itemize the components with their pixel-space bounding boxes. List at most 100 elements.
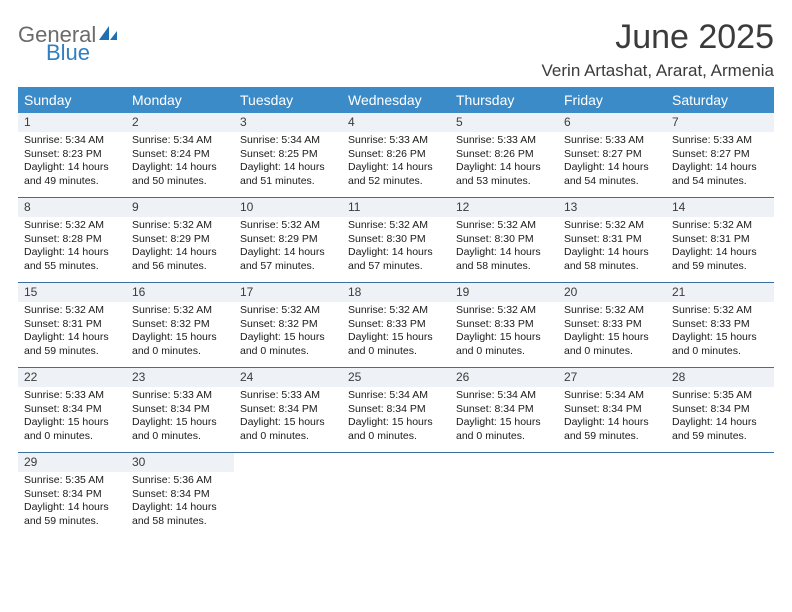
day-number: 3 [234, 113, 342, 132]
logo: General Blue [18, 18, 119, 64]
calendar-cell [234, 453, 342, 537]
calendar-cell: 2Sunrise: 5:34 AMSunset: 8:24 PMDaylight… [126, 113, 234, 197]
sunrise-line: Sunrise: 5:32 AM [24, 219, 120, 232]
calendar-cell: 23Sunrise: 5:33 AMSunset: 8:34 PMDayligh… [126, 368, 234, 452]
sunrise-line: Sunrise: 5:32 AM [564, 219, 660, 232]
day-number: 28 [666, 368, 774, 387]
daylight-line: Daylight: 14 hours and 59 minutes. [564, 416, 660, 443]
daylight-line: Daylight: 14 hours and 52 minutes. [348, 161, 444, 188]
day-number: 1 [18, 113, 126, 132]
daylight-line: Daylight: 15 hours and 0 minutes. [132, 331, 228, 358]
daylight-line: Daylight: 14 hours and 50 minutes. [132, 161, 228, 188]
day-number: 19 [450, 283, 558, 302]
daylight-line: Daylight: 14 hours and 57 minutes. [240, 246, 336, 273]
calendar-cell: 4Sunrise: 5:33 AMSunset: 8:26 PMDaylight… [342, 113, 450, 197]
day-number: 20 [558, 283, 666, 302]
day-number: 15 [18, 283, 126, 302]
day-number: 25 [342, 368, 450, 387]
sunrise-line: Sunrise: 5:32 AM [132, 304, 228, 317]
daylight-line: Daylight: 14 hours and 59 minutes. [24, 331, 120, 358]
sunset-line: Sunset: 8:23 PM [24, 148, 120, 161]
day-header-wed: Wednesday [342, 87, 450, 113]
calendar-cell: 15Sunrise: 5:32 AMSunset: 8:31 PMDayligh… [18, 283, 126, 367]
sunrise-line: Sunrise: 5:32 AM [456, 219, 552, 232]
sunset-line: Sunset: 8:34 PM [132, 403, 228, 416]
daylight-line: Daylight: 14 hours and 55 minutes. [24, 246, 120, 273]
sunrise-line: Sunrise: 5:35 AM [672, 389, 768, 402]
daylight-line: Daylight: 14 hours and 56 minutes. [132, 246, 228, 273]
calendar-cell [450, 453, 558, 537]
day-header-sat: Saturday [666, 87, 774, 113]
daylight-line: Daylight: 15 hours and 0 minutes. [564, 331, 660, 358]
daylight-line: Daylight: 15 hours and 0 minutes. [456, 331, 552, 358]
header: General Blue June 2025 Verin Artashat, A… [18, 18, 774, 81]
sunset-line: Sunset: 8:33 PM [456, 318, 552, 331]
calendar-cell: 8 Sunrise: 5:32 AMSunset: 8:28 PMDaylight… [18, 198, 126, 282]
daylight-line: Daylight: 14 hours and 59 minutes. [672, 416, 768, 443]
day-number: 22 [18, 368, 126, 387]
sunrise-line: Sunrise: 5:34 AM [132, 134, 228, 147]
daylight-line: Daylight: 15 hours and 0 minutes. [240, 416, 336, 443]
calendar-cell: 11Sunrise: 5:32 AMSunset: 8:30 PMDayligh… [342, 198, 450, 282]
daylight-line: Daylight: 15 hours and 0 minutes. [240, 331, 336, 358]
sunrise-line: Sunrise: 5:32 AM [672, 304, 768, 317]
sunset-line: Sunset: 8:33 PM [348, 318, 444, 331]
sunset-line: Sunset: 8:27 PM [564, 148, 660, 161]
calendar-cell: 26Sunrise: 5:34 AMSunset: 8:34 PMDayligh… [450, 368, 558, 452]
sunset-line: Sunset: 8:30 PM [456, 233, 552, 246]
day-number: 17 [234, 283, 342, 302]
daylight-line: Daylight: 15 hours and 0 minutes. [24, 416, 120, 443]
calendar-cell: 14Sunrise: 5:32 AMSunset: 8:31 PMDayligh… [666, 198, 774, 282]
sunrise-line: Sunrise: 5:33 AM [564, 134, 660, 147]
calendar-cell: 27Sunrise: 5:34 AMSunset: 8:34 PMDayligh… [558, 368, 666, 452]
day-number: 10 [234, 198, 342, 217]
calendar-cell: 30Sunrise: 5:36 AMSunset: 8:34 PMDayligh… [126, 453, 234, 537]
sunset-line: Sunset: 8:25 PM [240, 148, 336, 161]
sunrise-line: Sunrise: 5:32 AM [672, 219, 768, 232]
sunset-line: Sunset: 8:26 PM [456, 148, 552, 161]
day-number: 8 [18, 198, 126, 217]
calendar-cell: 28Sunrise: 5:35 AMSunset: 8:34 PMDayligh… [666, 368, 774, 452]
sunset-line: Sunset: 8:33 PM [564, 318, 660, 331]
sunset-line: Sunset: 8:32 PM [240, 318, 336, 331]
daylight-line: Daylight: 15 hours and 0 minutes. [348, 331, 444, 358]
sunrise-line: Sunrise: 5:32 AM [456, 304, 552, 317]
day-number: 4 [342, 113, 450, 132]
sunrise-line: Sunrise: 5:34 AM [240, 134, 336, 147]
day-header-thu: Thursday [450, 87, 558, 113]
daylight-line: Daylight: 15 hours and 0 minutes. [348, 416, 444, 443]
calendar: Sunday Monday Tuesday Wednesday Thursday… [18, 87, 774, 537]
calendar-cell: 13Sunrise: 5:32 AMSunset: 8:31 PMDayligh… [558, 198, 666, 282]
sunset-line: Sunset: 8:34 PM [240, 403, 336, 416]
day-number: 24 [234, 368, 342, 387]
day-number: 23 [126, 368, 234, 387]
calendar-cell [666, 453, 774, 537]
daylight-line: Daylight: 15 hours and 0 minutes. [672, 331, 768, 358]
calendar-cell: 10Sunrise: 5:32 AMSunset: 8:29 PMDayligh… [234, 198, 342, 282]
sunset-line: Sunset: 8:34 PM [132, 488, 228, 501]
sunset-line: Sunset: 8:30 PM [348, 233, 444, 246]
sunrise-line: Sunrise: 5:33 AM [132, 389, 228, 402]
sunset-line: Sunset: 8:34 PM [456, 403, 552, 416]
sunrise-line: Sunrise: 5:32 AM [24, 304, 120, 317]
sunrise-line: Sunrise: 5:34 AM [456, 389, 552, 402]
sunset-line: Sunset: 8:27 PM [672, 148, 768, 161]
daylight-line: Daylight: 14 hours and 57 minutes. [348, 246, 444, 273]
sunset-line: Sunset: 8:29 PM [240, 233, 336, 246]
calendar-cell: 18Sunrise: 5:32 AMSunset: 8:33 PMDayligh… [342, 283, 450, 367]
sunset-line: Sunset: 8:28 PM [24, 233, 120, 246]
day-number: 5 [450, 113, 558, 132]
calendar-cell: 25Sunrise: 5:34 AMSunset: 8:34 PMDayligh… [342, 368, 450, 452]
daylight-line: Daylight: 14 hours and 58 minutes. [132, 501, 228, 528]
day-number: 12 [450, 198, 558, 217]
sunrise-line: Sunrise: 5:32 AM [348, 304, 444, 317]
calendar-cell: 12Sunrise: 5:32 AMSunset: 8:30 PMDayligh… [450, 198, 558, 282]
calendar-cell [558, 453, 666, 537]
calendar-cell [342, 453, 450, 537]
sunrise-line: Sunrise: 5:32 AM [564, 304, 660, 317]
calendar-cell: 17Sunrise: 5:32 AMSunset: 8:32 PMDayligh… [234, 283, 342, 367]
sunset-line: Sunset: 8:34 PM [24, 403, 120, 416]
sunset-line: Sunset: 8:31 PM [672, 233, 768, 246]
day-header-row: Sunday Monday Tuesday Wednesday Thursday… [18, 87, 774, 113]
sunrise-line: Sunrise: 5:32 AM [132, 219, 228, 232]
